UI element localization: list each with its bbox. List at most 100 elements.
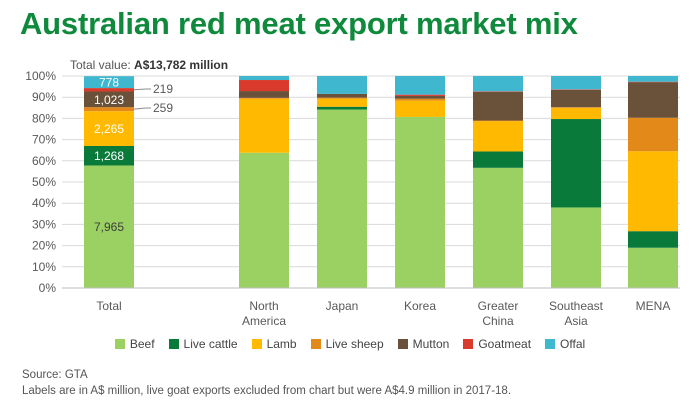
bar-segment xyxy=(84,107,134,112)
bar-segment xyxy=(473,91,523,121)
legend-label: Beef xyxy=(129,337,155,351)
bar-segment xyxy=(395,95,445,99)
data-label: 7,965 xyxy=(94,220,124,234)
bar-segment xyxy=(395,94,445,96)
bar-segment xyxy=(628,117,678,152)
bar-segment xyxy=(317,97,367,99)
bar-segment xyxy=(395,98,445,101)
data-label-outside: 219 xyxy=(153,82,173,96)
bar-segment xyxy=(628,151,678,232)
x-tick-label: MENA xyxy=(636,299,671,313)
bar-segment xyxy=(239,97,289,99)
bar-segment xyxy=(239,91,289,98)
legend-label: Lamb xyxy=(266,337,297,351)
subtitle-prefix: Total value: xyxy=(70,58,135,72)
y-tick-label: 10% xyxy=(32,260,56,274)
stacked-bar-chart: 0% 10% 20% 30% 40% 50% 60% 70% 80% 90% 100% Total No… xyxy=(25,69,680,328)
legend-swatch xyxy=(463,339,474,349)
bar-segment xyxy=(84,111,134,146)
chart-subtitle: Total value: A$13,782 million xyxy=(70,58,228,72)
bar-segment xyxy=(317,93,367,98)
legend-swatch xyxy=(114,339,125,349)
footnote: Labels are in A$ million, live goat expo… xyxy=(22,385,512,397)
legend-label: Goatmeat xyxy=(478,337,532,351)
legend-label: Live cattle xyxy=(183,337,238,351)
y-tick-label: 90% xyxy=(32,90,56,104)
bar-segment xyxy=(84,76,134,89)
legend-swatch xyxy=(397,339,408,349)
bar-segment xyxy=(395,100,445,117)
bar-segment xyxy=(317,109,367,288)
x-tick-label: Total xyxy=(96,299,121,313)
legend-item: Beef xyxy=(114,337,155,351)
bar-segment xyxy=(628,76,678,82)
source-note: Source: GTA xyxy=(22,369,88,381)
bar-segment xyxy=(551,207,601,288)
bar-segment xyxy=(239,98,289,153)
y-tick-label: 70% xyxy=(32,133,56,147)
data-label: 778 xyxy=(99,76,119,90)
bar-segment xyxy=(395,116,445,288)
bar-segment xyxy=(84,88,134,92)
bar-segment xyxy=(317,98,367,107)
bar-segment xyxy=(317,106,367,110)
y-tick-label: 60% xyxy=(32,154,56,168)
legend-label: Offal xyxy=(560,337,586,351)
bar-segment xyxy=(551,107,601,120)
data-label: 2,265 xyxy=(94,122,124,136)
bar-segment xyxy=(473,120,523,122)
bar-segment xyxy=(473,167,523,288)
bar-segment xyxy=(84,165,134,288)
legend-swatch xyxy=(310,339,321,349)
legend-item: Mutton xyxy=(397,337,450,351)
y-tick-label: 100% xyxy=(25,69,56,83)
bar-segment xyxy=(84,91,134,108)
legend-item: Lamb xyxy=(251,337,297,351)
y-tick-label: 30% xyxy=(32,217,56,231)
legend-item: Offal xyxy=(545,337,585,351)
bar-segment xyxy=(239,76,289,81)
legend-item: Live sheep xyxy=(310,337,384,351)
y-tick-label: 50% xyxy=(32,175,56,189)
bar-segment xyxy=(395,76,445,95)
bar-segment xyxy=(551,107,601,108)
data-label-outside: 259 xyxy=(153,101,173,115)
x-tick-label: Asia xyxy=(564,314,588,328)
y-tick-label: 0% xyxy=(39,281,57,295)
x-tick-label: North xyxy=(249,299,278,313)
bar-segment xyxy=(239,152,289,288)
bar-segment xyxy=(551,89,601,108)
y-tick-label: 20% xyxy=(32,239,56,253)
bar-segment xyxy=(473,151,523,168)
bar-segment xyxy=(551,76,601,90)
x-tick-label: Japan xyxy=(326,299,359,313)
bar-segment xyxy=(239,80,289,92)
x-tick-label: America xyxy=(242,314,286,328)
bar-segment xyxy=(473,76,523,92)
leader-line xyxy=(133,107,147,110)
subtitle-value: A$13,782 million xyxy=(134,58,229,72)
data-label: 1,023 xyxy=(94,93,124,107)
y-tick-label: 40% xyxy=(32,196,56,210)
bar-segment xyxy=(628,247,678,288)
x-tick-label: China xyxy=(482,314,514,328)
bar-segment xyxy=(317,76,367,94)
x-tick-label: Southeast xyxy=(549,299,604,313)
y-tick-label: 80% xyxy=(32,111,56,125)
x-tick-label: Korea xyxy=(404,299,436,313)
legend-label: Mutton xyxy=(412,337,450,351)
data-label: 1,268 xyxy=(94,149,124,163)
legend-item: Live cattle xyxy=(168,337,238,351)
x-tick-label: Greater xyxy=(478,299,519,313)
bar-segment xyxy=(628,82,678,118)
chart-legend: Beef Live cattle Lamb Live sheep Mutton Goatm… xyxy=(0,337,700,351)
legend-swatch xyxy=(545,339,556,349)
legend-label: Live sheep xyxy=(325,337,384,351)
chart-title: Australian red meat export market mix xyxy=(20,6,578,41)
bar-segment xyxy=(551,119,601,208)
bar-segment xyxy=(84,145,134,166)
bar-segment xyxy=(473,121,523,152)
legend-item: Goatmeat xyxy=(463,337,531,351)
leader-line xyxy=(133,88,147,91)
legend-swatch xyxy=(168,339,179,349)
